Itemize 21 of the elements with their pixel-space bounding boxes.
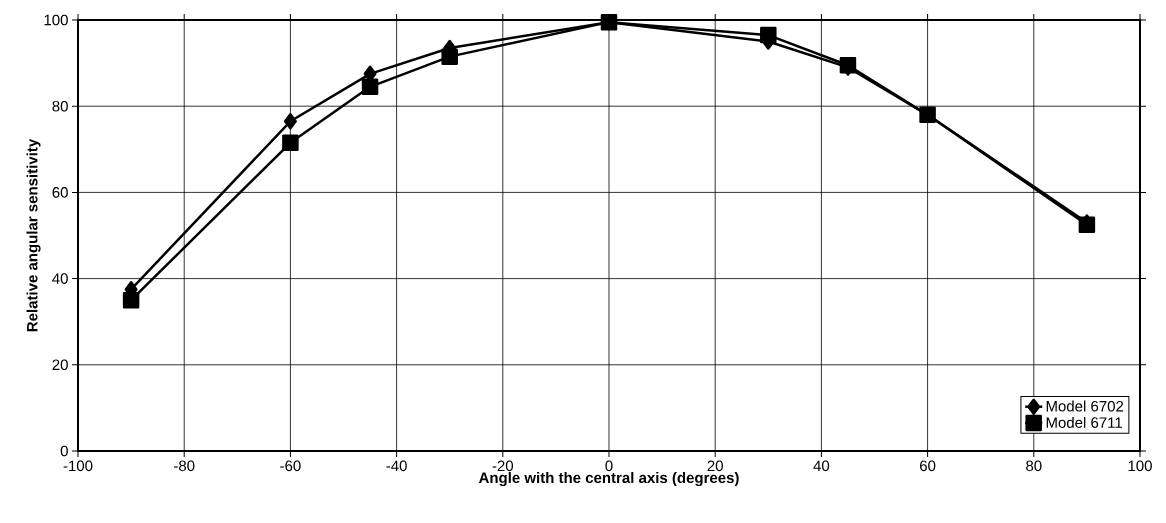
x-tick-label: 0 (605, 460, 613, 472)
y-tick-label: 20 (52, 359, 68, 371)
x-tick-label: 40 (813, 460, 830, 472)
x-axis-title: Angle with the central axis (degrees) (478, 472, 739, 487)
x-tick-label: 100 (1128, 460, 1152, 472)
y-tick-label: 60 (52, 187, 68, 198)
x-tick-label: 20 (707, 460, 723, 472)
legend-label: Model 6702 (1046, 400, 1124, 412)
x-tick-label: -100 (63, 460, 93, 472)
y-tick-label: 0 (60, 445, 68, 457)
y-tick-label: 100 (44, 14, 68, 26)
y-tick-label: 80 (52, 100, 68, 112)
x-tick-label: -20 (492, 460, 514, 472)
x-tick-label: -40 (386, 460, 407, 472)
x-tick-label: -80 (174, 460, 195, 472)
y-tick-label: 40 (52, 273, 68, 284)
legend-label: Model 6711 (1046, 416, 1123, 428)
x-tick-label: 80 (1026, 460, 1042, 472)
x-tick-label: -60 (280, 460, 301, 472)
x-tick-label: 60 (920, 460, 936, 472)
y-axis-title: Relative angular sensitivity (26, 138, 41, 332)
